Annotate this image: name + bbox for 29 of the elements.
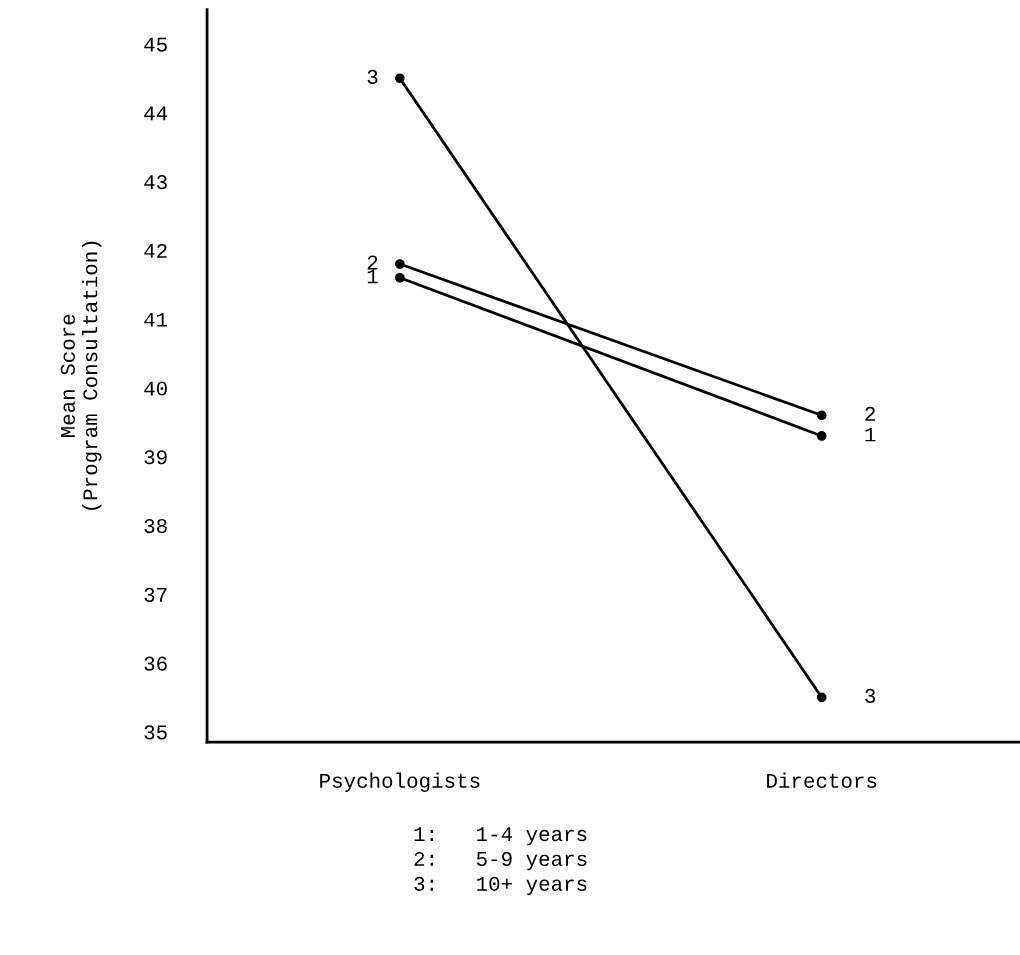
series-label: 3 xyxy=(367,69,378,84)
point xyxy=(394,272,405,283)
y-axis-title: Mean Score (Program Consultation) xyxy=(60,241,102,510)
text: 1: 1-4 years xyxy=(414,827,587,846)
series-label: 1 xyxy=(367,269,378,284)
y-tick-label: 44 xyxy=(144,106,168,121)
y-tick-label: 37 xyxy=(144,587,167,602)
y-tick-label: 38 xyxy=(144,519,167,534)
series-label: 2 xyxy=(367,255,378,270)
x-tick-label: Directors xyxy=(767,772,877,788)
y-tick-label: 42 xyxy=(144,243,167,258)
y-tick-label: 43 xyxy=(144,175,167,190)
text: 1 xyxy=(865,427,876,442)
point xyxy=(816,410,827,421)
text: 2 xyxy=(865,406,875,421)
x-tick-label: Psychologists xyxy=(320,772,480,793)
point xyxy=(394,73,405,84)
point xyxy=(816,692,827,703)
point xyxy=(394,259,405,269)
y-tick-label: 35 xyxy=(144,725,167,740)
y-tick-label: 40 xyxy=(144,381,167,396)
y-tick-label: 41 xyxy=(144,312,168,327)
y-tick-label: 39 xyxy=(144,450,167,465)
y-tick-label: 45 xyxy=(144,37,167,52)
point xyxy=(816,431,827,441)
text: 3 xyxy=(865,688,876,703)
y-tick-label: 36 xyxy=(144,656,167,671)
text: 2: 5-9 years xyxy=(414,851,587,871)
text: 3: 10+ years xyxy=(414,876,587,895)
